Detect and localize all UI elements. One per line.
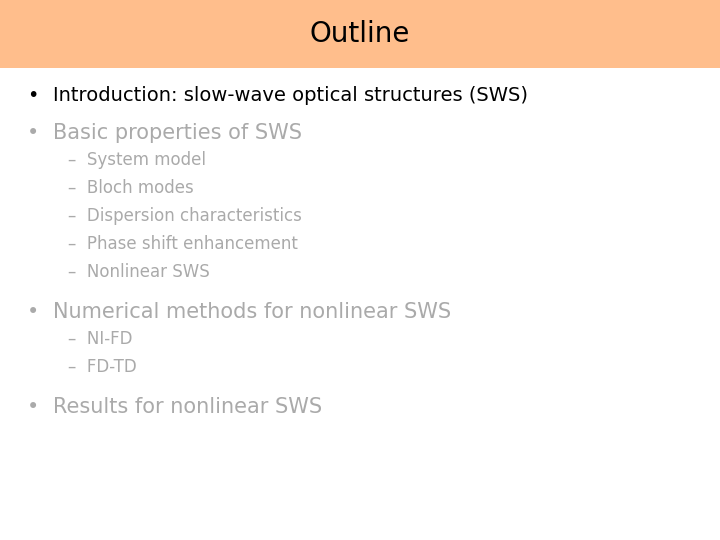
Text: Introduction: slow-wave optical structures (SWS): Introduction: slow-wave optical structur…: [53, 86, 528, 105]
Text: –  Dispersion characteristics: – Dispersion characteristics: [68, 207, 302, 225]
Text: Numerical methods for nonlinear SWS: Numerical methods for nonlinear SWS: [53, 302, 451, 322]
Bar: [0, 0, 720, 68]
Text: –  Nonlinear SWS: – Nonlinear SWS: [68, 263, 210, 281]
Text: •: •: [27, 123, 40, 143]
Text: –  FD-TD: – FD-TD: [68, 358, 137, 376]
Text: •: •: [27, 86, 39, 105]
Text: –  Phase shift enhancement: – Phase shift enhancement: [68, 235, 298, 253]
Text: Basic properties of SWS: Basic properties of SWS: [53, 123, 302, 143]
Text: –  Bloch modes: – Bloch modes: [68, 179, 194, 197]
Text: –  System model: – System model: [68, 151, 207, 168]
Text: –  NI-FD: – NI-FD: [68, 330, 133, 348]
Text: •: •: [27, 397, 40, 417]
Text: Outline: Outline: [310, 20, 410, 48]
Text: Results for nonlinear SWS: Results for nonlinear SWS: [53, 397, 322, 417]
Text: •: •: [27, 302, 40, 322]
